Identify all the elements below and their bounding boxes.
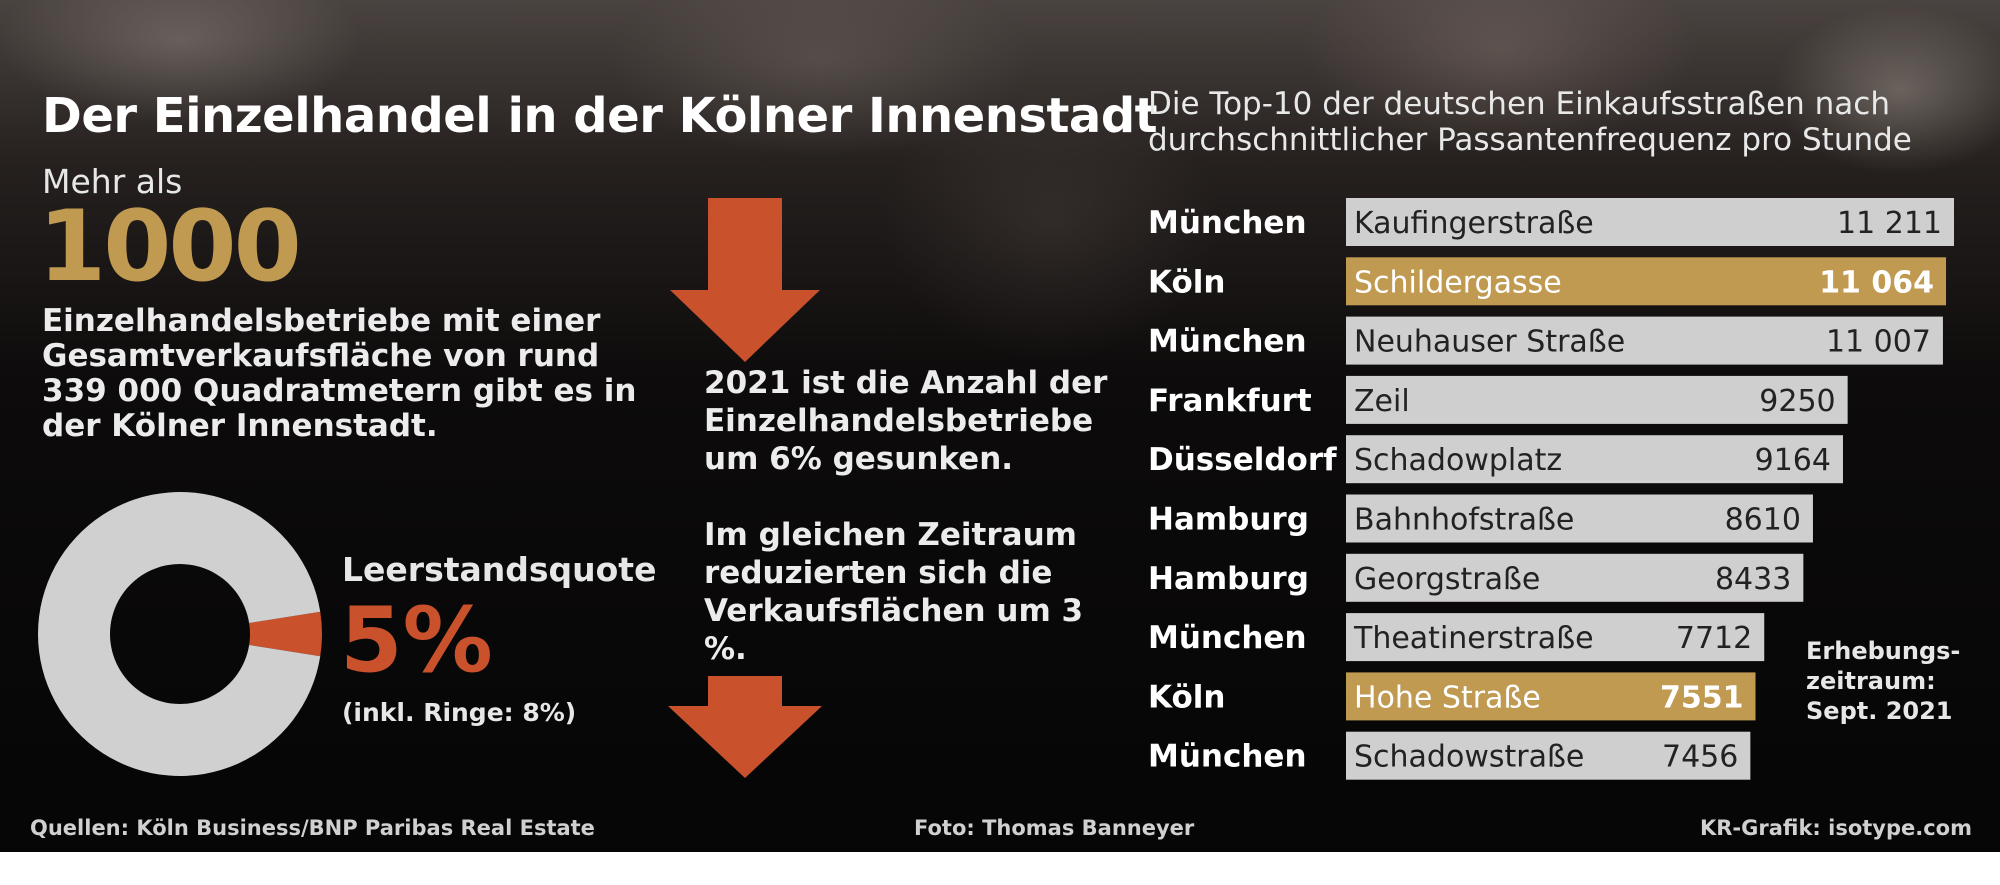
bar-category-label: Schadowstraße: [1354, 740, 1584, 775]
area-text: Im gleichen Zeitraum reduzierten sich di…: [704, 517, 1084, 667]
bar-value-label: 7551: [1660, 680, 1744, 715]
bar-category-label: Hohe Straße: [1354, 680, 1541, 715]
decline-text: 2021 ist die Anzahl der Einzelhandelsbet…: [704, 365, 1108, 477]
bar: [1346, 257, 1947, 306]
bar: [1346, 553, 1804, 602]
bar-category-label: Neuhauser Straße: [1354, 325, 1625, 360]
bar-city-label: Köln: [1148, 264, 1225, 300]
donut-slice: [37, 491, 321, 776]
bar: [1346, 435, 1843, 484]
stat-description: Einzelhandelsbetriebe mit einer Gesamtve…: [42, 303, 637, 444]
bar-city-label: Düsseldorf: [1148, 442, 1337, 478]
bar-value-label: 9250: [1759, 384, 1835, 419]
stat-intro: Mehr als: [42, 162, 183, 201]
vacancy-note: (inkl. Ringe: 8%): [342, 698, 577, 727]
donut-slice: [249, 611, 322, 657]
graphic-credit: KR-Grafik: isotype.com: [1699, 816, 1972, 840]
bar-city-label: Hamburg: [1148, 502, 1309, 538]
bar-city-label: Köln: [1148, 679, 1225, 715]
bar-value-label: 11 007: [1826, 325, 1931, 360]
decline-info: 2021 ist die Anzahl der Einzelhandelsbet…: [704, 364, 1124, 706]
bar-value-label: 9164: [1755, 443, 1831, 478]
bar-city-label: Frankfurt: [1148, 383, 1312, 419]
vacancy-value: 5%: [340, 588, 493, 693]
stat-big-number: 1000: [38, 190, 302, 304]
bar-value-label: 8433: [1715, 562, 1791, 597]
photo-credit: Foto: Thomas Banneyer: [914, 816, 1195, 840]
bar-city-label: Hamburg: [1148, 561, 1309, 597]
bar-category-label: Zeil: [1354, 384, 1410, 419]
bar-category-label: Bahnhofstraße: [1354, 503, 1574, 538]
bar: [1346, 672, 1756, 721]
bar-category-label: Kaufingerstraße: [1354, 206, 1594, 241]
arrow-down-icon: [668, 676, 822, 778]
bar: [1346, 731, 1751, 780]
vacancy-donut: [37, 491, 322, 776]
bar-city-label: München: [1148, 739, 1307, 775]
top10-title: Die Top-10 der deutschen Einkaufsstraßen…: [1148, 86, 1912, 158]
bar: [1346, 316, 1943, 365]
vacancy-label: Leerstandsquote: [342, 550, 657, 589]
top10-bar-chart: München Kaufingerstraße 11 211 Köln Schilder…: [1148, 198, 1954, 780]
arrow-down-icon: [670, 198, 820, 362]
bar-category-label: Schadowplatz: [1354, 443, 1562, 478]
bar-value-label: 7712: [1676, 621, 1752, 656]
bar: [1346, 198, 1954, 246]
bar-value-label: 7456: [1662, 740, 1738, 775]
bar-city-label: München: [1148, 205, 1307, 241]
bar: [1346, 494, 1813, 543]
bottom-strip: [0, 852, 2000, 885]
bar-category-label: Georgstraße: [1354, 562, 1540, 597]
bar: [1346, 375, 1848, 424]
source-credit: Quellen: Köln Business/BNP Paribas Real …: [30, 816, 595, 840]
bar-value-label: 8610: [1725, 503, 1801, 538]
bar-city-label: München: [1148, 324, 1307, 360]
bar-city-label: München: [1148, 620, 1307, 656]
page-title: Der Einzelhandel in der Kölner Innenstad…: [42, 88, 1158, 144]
bar-category-label: Schildergasse: [1354, 265, 1562, 300]
bar-value-label: 11 064: [1819, 265, 1934, 300]
bar-value-label: 11 211: [1837, 206, 1942, 241]
bar: [1346, 613, 1765, 662]
bar-category-label: Theatinerstraße: [1353, 621, 1594, 656]
survey-note: Erhebungs-zeitraum: Sept. 2021: [1806, 637, 1961, 725]
